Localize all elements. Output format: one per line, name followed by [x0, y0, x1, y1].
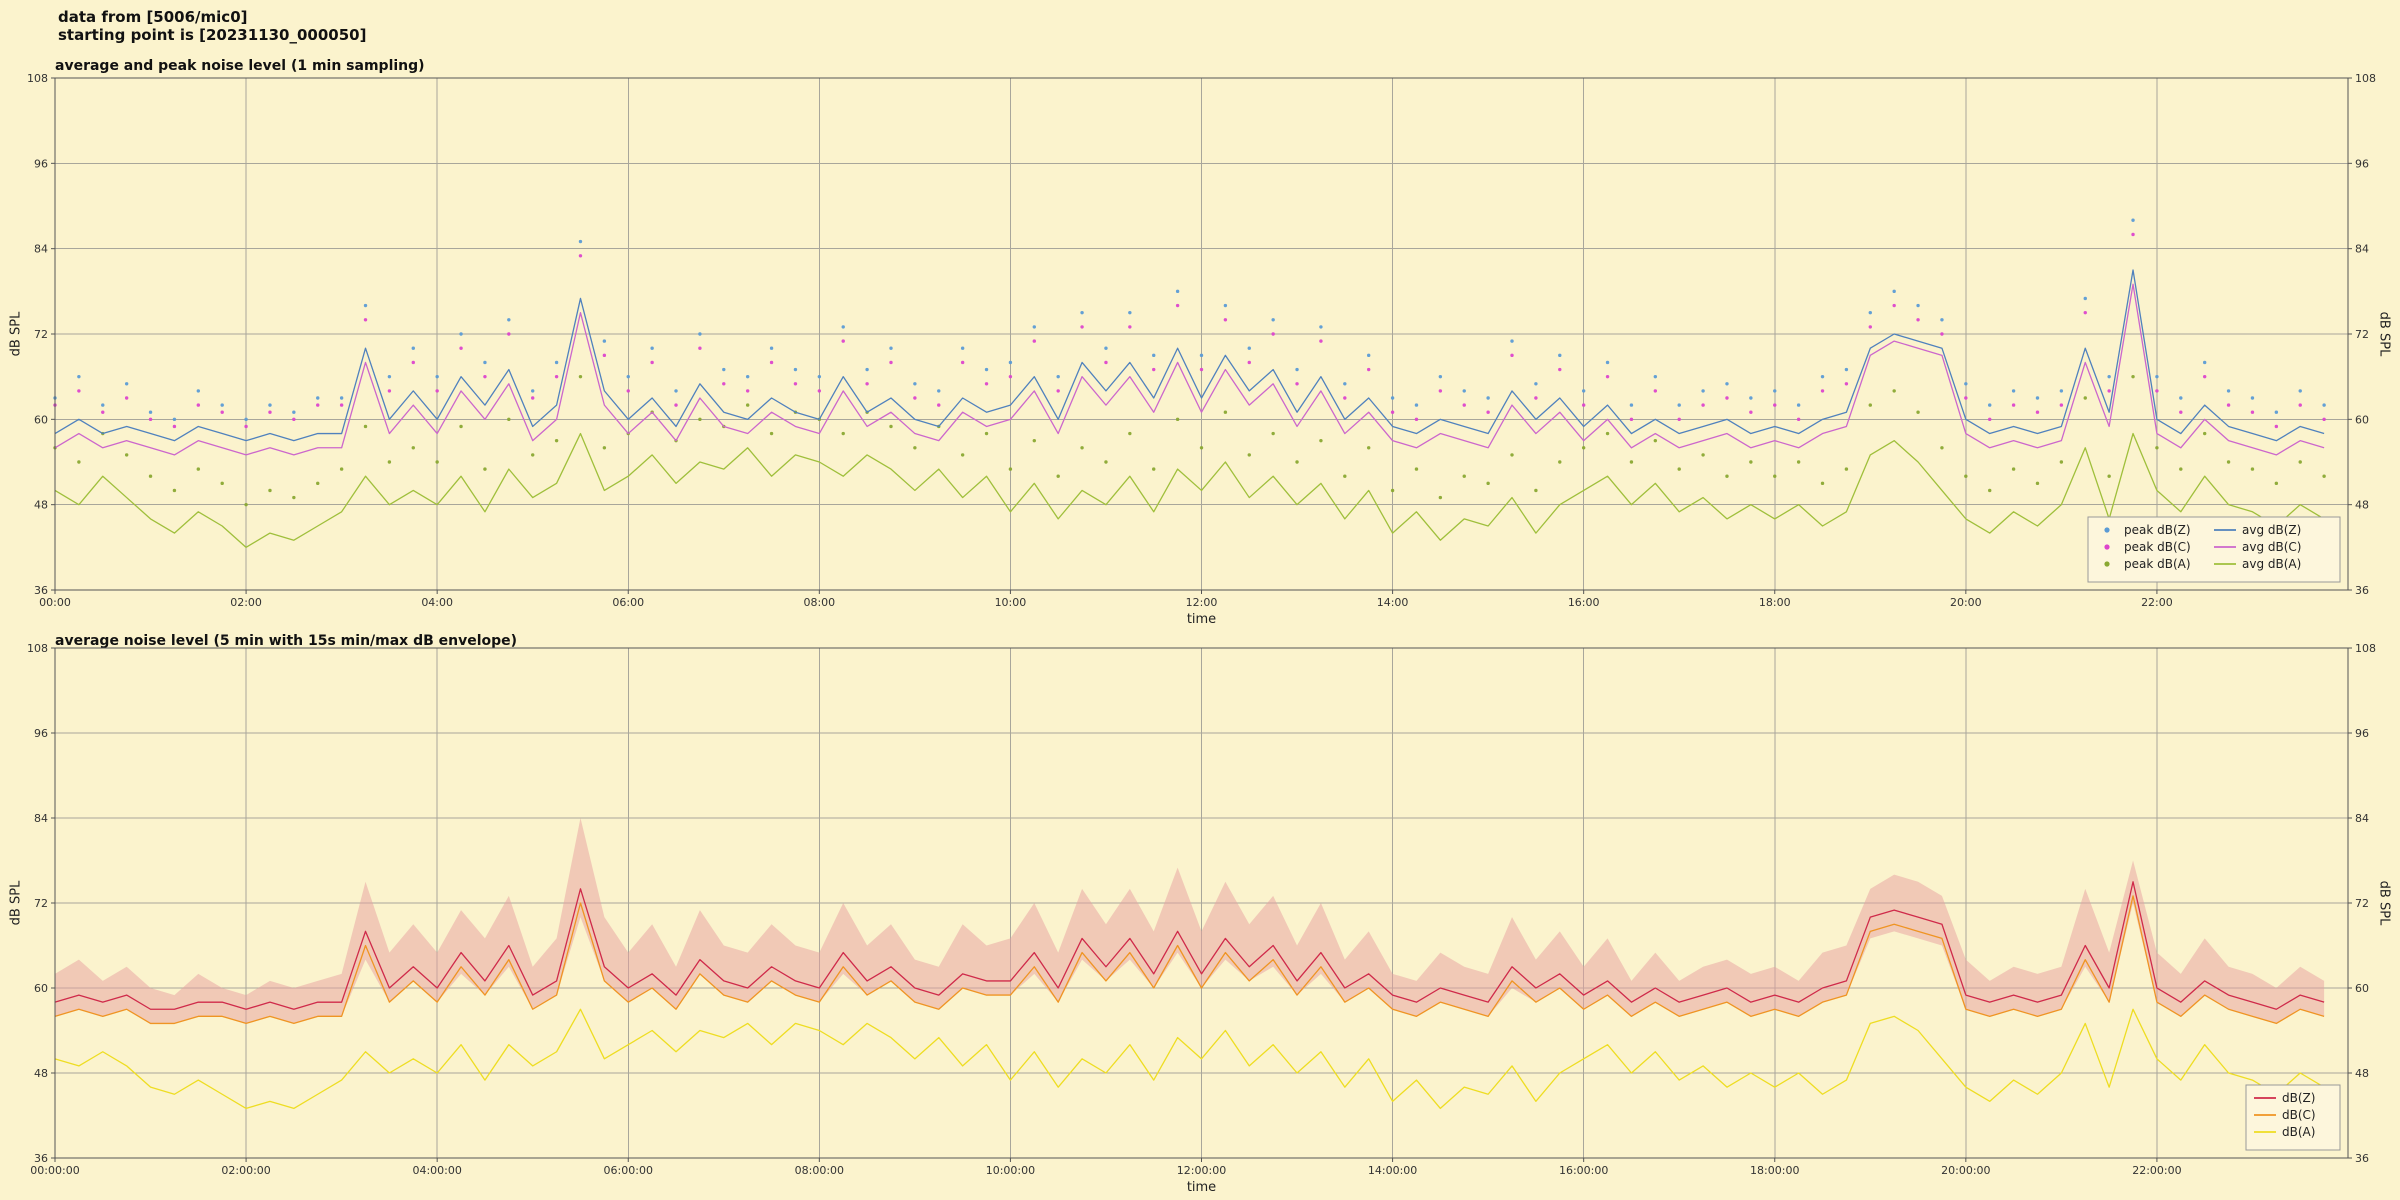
axes-border [54, 647, 2349, 1159]
tick-label: 16:00 [1568, 596, 1600, 609]
tick-label: 48 [34, 499, 48, 512]
tick-label: 96 [2355, 157, 2369, 170]
tick-label: 06:00:00 [604, 1164, 653, 1177]
series-peak-db-z- [53, 218, 2326, 422]
legend-marker-dot [2104, 561, 2110, 567]
tick-label: 60 [2355, 413, 2369, 426]
tick-label: 48 [2355, 499, 2369, 512]
tick-label: 72 [2355, 897, 2369, 910]
tick-label: 20:00:00 [1941, 1164, 1990, 1177]
tick-labels: 36 36 48 48 60 60 72 72 84 84 96 96 108 108 00:00:00 02… [27, 642, 2376, 1177]
series-db-c- [54, 895, 2325, 1025]
tick-label: 96 [34, 727, 48, 740]
tick-label: 84 [2355, 243, 2369, 256]
chart2-title: average noise level (5 min with 15s min/… [55, 633, 518, 649]
chart2-xlabel: time [1186, 1180, 1217, 1195]
tick-label: 84 [34, 243, 48, 256]
chart1-title: average and peak noise level (1 min samp… [55, 58, 425, 74]
chart1-xlabel: time [1186, 612, 1217, 627]
tick-label: 36 [34, 1152, 48, 1165]
ticks [51, 77, 2352, 594]
tick-label: 84 [34, 812, 48, 825]
tick-label: 22:00 [2141, 596, 2173, 609]
legend-label: avg dB(C) [2242, 540, 2301, 554]
header-line1: data from [5006/mic0] [58, 8, 248, 26]
tick-label: 08:00:00 [795, 1164, 844, 1177]
tick-label: 00:00:00 [30, 1164, 79, 1177]
legend-label: avg dB(Z) [2242, 523, 2301, 537]
tick-label: 72 [2355, 328, 2369, 341]
legend-label: dB(A) [2282, 1125, 2315, 1139]
tick-label: 108 [2355, 642, 2376, 655]
tick-label: 108 [2355, 72, 2376, 85]
tick-label: 02:00 [230, 596, 262, 609]
tick-label: 20:00 [1950, 596, 1982, 609]
tick-label: 108 [27, 72, 48, 85]
tick-label: 96 [34, 157, 48, 170]
tick-label: 36 [2355, 1152, 2369, 1165]
tick-label: 04:00 [421, 596, 453, 609]
tick-label: 108 [27, 642, 48, 655]
legend-label: dB(C) [2282, 1108, 2316, 1122]
tick-label: 18:00 [1759, 596, 1791, 609]
tick-label: 60 [34, 413, 48, 426]
tick-label: 22:00:00 [2132, 1164, 2181, 1177]
legend-label: avg dB(A) [2242, 557, 2301, 571]
axes-border [54, 77, 2349, 591]
series-avg-db-c- [54, 283, 2325, 456]
series-db-a- [54, 1008, 2325, 1110]
legend-label: peak dB(C) [2124, 540, 2191, 554]
tick-label: 02:00:00 [221, 1164, 270, 1177]
legend-label: peak dB(Z) [2124, 523, 2191, 537]
ticks [51, 647, 2352, 1162]
tick-label: 36 [34, 584, 48, 597]
tick-label: 00:00 [39, 596, 71, 609]
tick-label: 60 [2355, 982, 2369, 995]
tick-label: 60 [34, 982, 48, 995]
legend-marker-dot [2104, 544, 2110, 550]
tick-label: 06:00 [612, 596, 644, 609]
legend: peak dB(Z) peak dB(C) peak dB(A) avg dB(Z) a… [2087, 516, 2341, 583]
tick-label: 12:00:00 [1177, 1164, 1226, 1177]
tick-label: 18:00:00 [1750, 1164, 1799, 1177]
legend: dB(Z) dB(C) dB(A) [2245, 1084, 2341, 1151]
chart1-plot: 36 36 48 48 60 60 72 72 84 84 96 96 108 108 00:00 02:00… [27, 72, 2376, 609]
tick-label: 84 [2355, 812, 2369, 825]
chart2-plot: 36 36 48 48 60 60 72 72 84 84 96 96 108 108 00:00:00 02… [27, 642, 2376, 1177]
tick-label: 14:00 [1377, 596, 1409, 609]
tick-label: 72 [34, 328, 48, 341]
tick-label: 72 [34, 897, 48, 910]
tick-label: 48 [34, 1067, 48, 1080]
legend-label: peak dB(A) [2124, 557, 2191, 571]
envelope-fill [55, 818, 2325, 1024]
tick-label: 10:00 [995, 596, 1027, 609]
tick-label: 36 [2355, 584, 2369, 597]
tick-labels: 36 36 48 48 60 60 72 72 84 84 96 96 108 108 00:00 02:00… [27, 72, 2376, 609]
series-avg-db-a- [54, 432, 2325, 548]
tick-label: 14:00:00 [1368, 1164, 1417, 1177]
tick-label: 12:00 [1186, 596, 1218, 609]
tick-label: 96 [2355, 727, 2369, 740]
tick-label: 16:00:00 [1559, 1164, 1608, 1177]
series-db-z- [54, 881, 2325, 1010]
tick-label: 10:00:00 [986, 1164, 1035, 1177]
series-avg-db-z- [54, 269, 2325, 442]
legend-label: dB(Z) [2282, 1091, 2315, 1105]
header-line2: starting point is [20231130_000050] [58, 26, 367, 44]
tick-label: 08:00 [803, 596, 835, 609]
tick-label: 48 [2355, 1067, 2369, 1080]
tick-label: 04:00:00 [412, 1164, 461, 1177]
legend-marker-dot [2104, 527, 2110, 533]
